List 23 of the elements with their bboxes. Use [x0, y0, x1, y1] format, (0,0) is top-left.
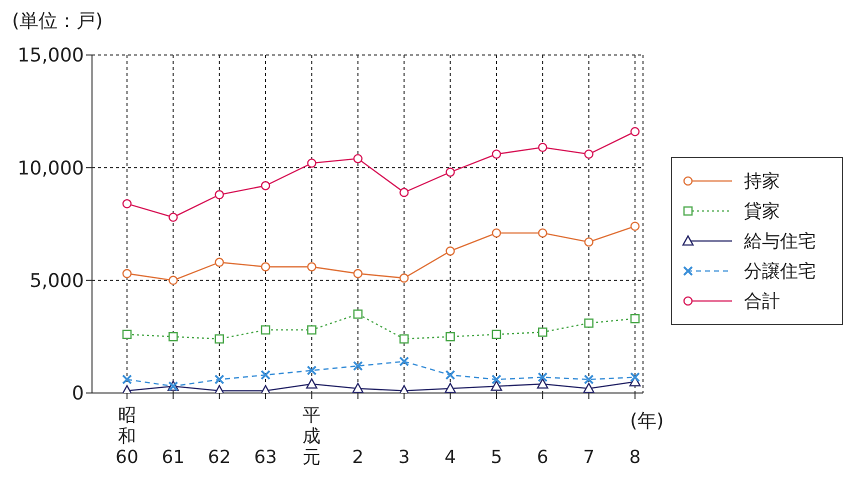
y-tick-label: 15,000	[18, 44, 84, 67]
legend-label: 貸家	[744, 200, 780, 222]
x-tick-label: 2	[352, 447, 364, 468]
x-tick-label: 8	[629, 447, 641, 468]
y-axis-title: (単位：戸)	[12, 9, 103, 34]
x-tick-label: 63	[254, 447, 277, 468]
legend-label: 給与住宅	[744, 230, 816, 252]
x-tick-label: 昭和60	[116, 405, 138, 468]
x-tick-label: 3	[398, 447, 410, 468]
y-tick-label: 10,000	[18, 157, 84, 180]
legend-label: 持家	[744, 170, 780, 192]
y-tick-label: 0	[72, 382, 84, 405]
x-tick-label: 平成元	[302, 405, 321, 468]
x-tick-label: 62	[208, 447, 231, 468]
legend-label: 分譲住宅	[744, 260, 816, 282]
x-tick-label: 5	[490, 447, 502, 468]
y-tick-label: 5,000	[30, 270, 84, 292]
x-tick-label: 7	[583, 447, 595, 468]
legend-label: 合計	[744, 290, 780, 312]
x-tick-label: 61	[162, 447, 185, 468]
x-axis-title: (年)	[630, 409, 664, 434]
x-tick-label: 6	[536, 447, 548, 468]
x-tick-label: 4	[444, 447, 456, 468]
